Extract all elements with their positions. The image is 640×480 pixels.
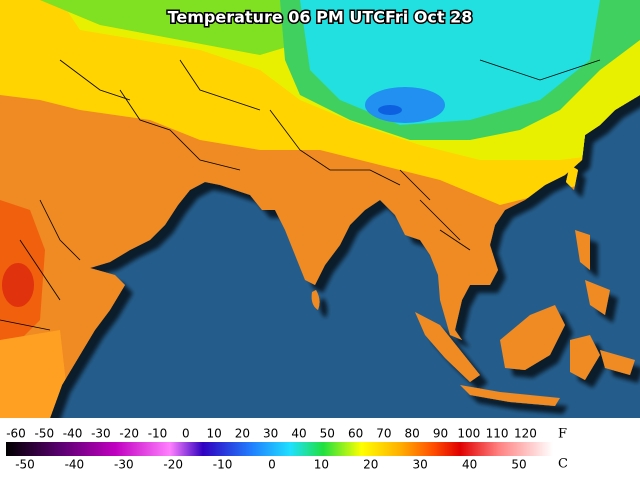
celsius-label: -40 <box>65 458 85 472</box>
celsius-label: -20 <box>163 458 183 472</box>
celsius-label: -30 <box>114 458 134 472</box>
fahrenheit-label: -20 <box>119 427 139 441</box>
celsius-label: -10 <box>213 458 233 472</box>
fahrenheit-unit: F <box>558 427 567 442</box>
fahrenheit-label: -10 <box>148 427 168 441</box>
fahrenheit-label: 80 <box>405 427 420 441</box>
fahrenheit-label: -30 <box>91 427 111 441</box>
celsius-label: 20 <box>363 458 378 472</box>
celsius-label: 10 <box>314 458 329 472</box>
fahrenheit-label: -50 <box>34 427 54 441</box>
celsius-label: 30 <box>413 458 428 472</box>
celsius-label: 0 <box>268 458 276 472</box>
fahrenheit-label: -40 <box>63 427 83 441</box>
color-scale <box>6 442 553 456</box>
celsius-label: -50 <box>15 458 35 472</box>
celsius-label: 50 <box>511 458 526 472</box>
fahrenheit-label: 50 <box>320 427 335 441</box>
fahrenheit-label: 70 <box>376 427 391 441</box>
map-title: Temperature 06 PM UTCFri Oct 28 <box>168 8 473 27</box>
fahrenheit-label: 100 <box>457 427 480 441</box>
country-borders <box>0 59 601 331</box>
fahrenheit-label: 110 <box>486 427 509 441</box>
fahrenheit-label: 30 <box>263 427 278 441</box>
fahrenheit-label: 120 <box>514 427 537 441</box>
fahrenheit-label: -60 <box>6 427 26 441</box>
fahrenheit-label: 0 <box>182 427 190 441</box>
fahrenheit-label: 20 <box>235 427 250 441</box>
celsius-label: 40 <box>462 458 477 472</box>
fahrenheit-label: 90 <box>433 427 448 441</box>
fahrenheit-label: 60 <box>348 427 363 441</box>
fahrenheit-label: 40 <box>291 427 306 441</box>
fahrenheit-label: 10 <box>206 427 221 441</box>
celsius-unit: C <box>558 457 568 472</box>
